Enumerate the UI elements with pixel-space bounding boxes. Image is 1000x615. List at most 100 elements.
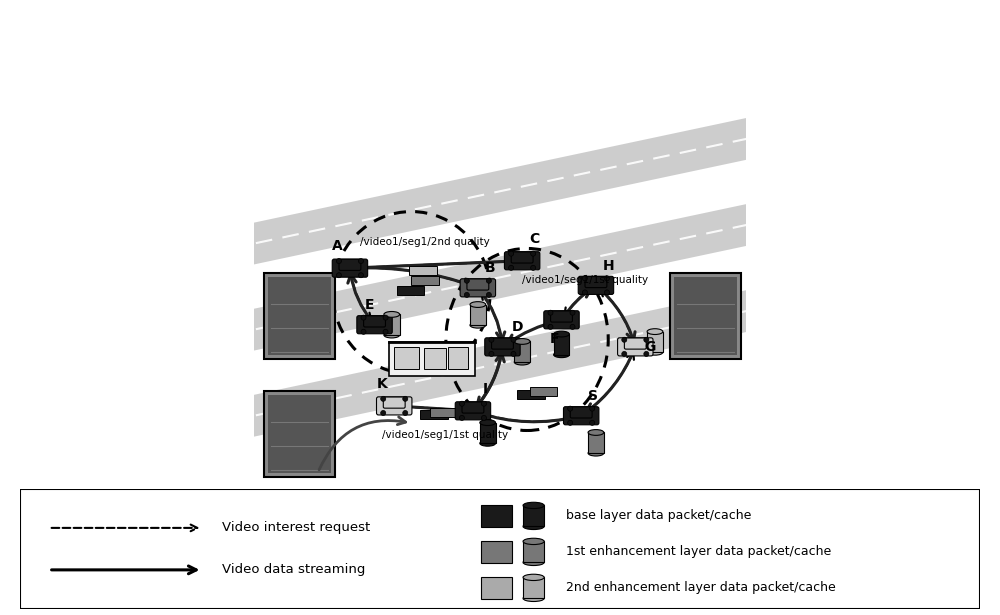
Circle shape	[509, 251, 514, 256]
FancyBboxPatch shape	[492, 338, 513, 349]
Bar	[409, 266, 437, 275]
Text: Video data streaming: Video data streaming	[222, 563, 365, 576]
Ellipse shape	[480, 419, 496, 426]
Text: /video1/seg1/1st quality: /video1/seg1/1st quality	[382, 430, 508, 440]
Bar	[670, 273, 741, 359]
Ellipse shape	[384, 332, 400, 338]
Circle shape	[489, 351, 494, 357]
FancyBboxPatch shape	[624, 338, 646, 349]
Text: 2nd enhancement layer data packet/cache: 2nd enhancement layer data packet/cache	[558, 581, 835, 594]
Bar	[397, 286, 424, 295]
Circle shape	[531, 251, 536, 256]
Bar	[430, 408, 458, 417]
FancyBboxPatch shape	[485, 338, 520, 356]
Circle shape	[361, 329, 366, 335]
FancyBboxPatch shape	[585, 277, 607, 288]
FancyBboxPatch shape	[462, 402, 484, 413]
Circle shape	[381, 410, 386, 416]
Circle shape	[568, 420, 573, 426]
Text: K: K	[377, 377, 387, 391]
Ellipse shape	[647, 328, 663, 335]
Bar	[384, 314, 400, 335]
Circle shape	[486, 278, 491, 284]
Bar	[523, 506, 544, 526]
Circle shape	[511, 351, 516, 357]
Text: Video interest request: Video interest request	[222, 522, 370, 534]
Bar	[481, 577, 512, 598]
Text: C: C	[529, 232, 540, 245]
Bar	[480, 423, 496, 443]
Circle shape	[459, 415, 464, 421]
FancyBboxPatch shape	[357, 315, 392, 334]
Polygon shape	[229, 113, 771, 270]
Bar	[470, 304, 486, 325]
Circle shape	[568, 406, 573, 411]
FancyBboxPatch shape	[467, 279, 489, 290]
Ellipse shape	[523, 523, 544, 530]
Text: base layer data packet/cache: base layer data packet/cache	[558, 509, 751, 522]
Ellipse shape	[523, 574, 544, 581]
FancyBboxPatch shape	[544, 311, 579, 329]
Circle shape	[489, 337, 494, 343]
Circle shape	[361, 315, 366, 320]
Bar	[420, 410, 448, 419]
Circle shape	[622, 337, 627, 343]
Bar	[268, 277, 331, 355]
Circle shape	[336, 272, 341, 278]
Circle shape	[403, 396, 408, 402]
Ellipse shape	[554, 331, 569, 337]
Text: S: S	[588, 389, 598, 403]
Text: I: I	[483, 382, 488, 395]
Circle shape	[590, 406, 595, 411]
Circle shape	[358, 272, 363, 278]
Text: A: A	[332, 239, 343, 253]
Circle shape	[509, 265, 514, 271]
Bar	[523, 541, 544, 562]
Bar	[448, 347, 468, 369]
FancyBboxPatch shape	[383, 397, 405, 408]
Circle shape	[582, 276, 587, 281]
Bar	[674, 277, 737, 355]
FancyBboxPatch shape	[377, 397, 412, 415]
FancyBboxPatch shape	[578, 276, 614, 295]
Bar	[411, 276, 439, 285]
FancyBboxPatch shape	[504, 252, 540, 270]
Ellipse shape	[470, 301, 486, 308]
Polygon shape	[229, 199, 771, 356]
Bar	[554, 334, 569, 355]
Circle shape	[590, 420, 595, 426]
FancyBboxPatch shape	[551, 311, 572, 322]
Circle shape	[548, 310, 553, 315]
Bar	[389, 342, 475, 376]
Bar	[481, 541, 512, 563]
FancyBboxPatch shape	[364, 316, 385, 327]
Text: 1st enhancement layer data packet/cache: 1st enhancement layer data packet/cache	[558, 546, 831, 558]
Bar	[481, 505, 512, 526]
Circle shape	[381, 396, 386, 402]
Circle shape	[644, 351, 649, 357]
Text: D: D	[511, 320, 523, 334]
Circle shape	[604, 276, 609, 281]
Ellipse shape	[514, 338, 530, 344]
Circle shape	[604, 290, 609, 295]
Text: /video1/seg1/1st quality: /video1/seg1/1st quality	[522, 276, 648, 285]
Ellipse shape	[480, 440, 496, 446]
Ellipse shape	[647, 349, 663, 355]
Text: /video1/seg1/2nd quality: /video1/seg1/2nd quality	[360, 237, 490, 247]
Ellipse shape	[470, 322, 486, 328]
Circle shape	[481, 415, 486, 421]
Ellipse shape	[554, 352, 569, 358]
Bar	[268, 395, 331, 474]
FancyBboxPatch shape	[563, 407, 599, 425]
Ellipse shape	[523, 538, 544, 544]
Bar	[264, 273, 335, 359]
Circle shape	[383, 329, 388, 335]
FancyBboxPatch shape	[455, 402, 491, 420]
Circle shape	[570, 310, 575, 315]
FancyBboxPatch shape	[332, 259, 368, 277]
Bar	[394, 347, 419, 369]
FancyBboxPatch shape	[511, 252, 533, 263]
Circle shape	[464, 278, 469, 284]
Bar	[264, 391, 335, 477]
Bar	[514, 341, 530, 362]
